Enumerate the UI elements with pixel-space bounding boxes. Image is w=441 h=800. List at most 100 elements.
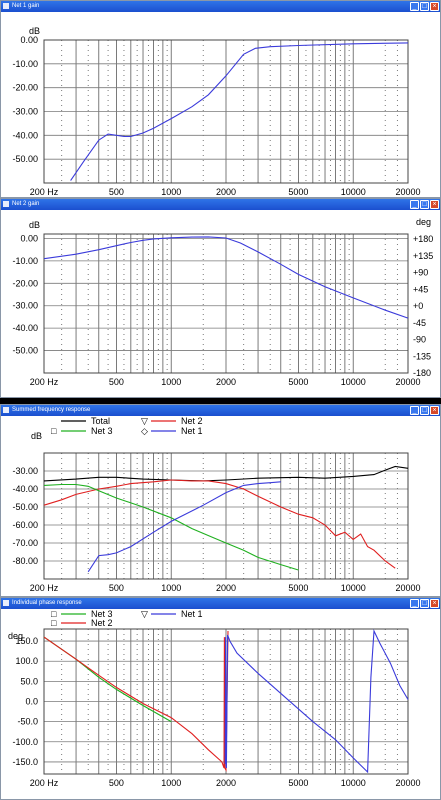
close-button[interactable]: × xyxy=(430,599,439,608)
summed-response-titlebar[interactable]: Summed frequency response _ □ × xyxy=(1,405,440,416)
y2-tick-label: -45 xyxy=(413,318,426,328)
window-title: Net 2 gain xyxy=(12,201,40,207)
y-tick-label: 50.0 xyxy=(20,676,38,686)
y-tick-label: 100.0 xyxy=(15,656,38,666)
y-tick-label: -30.00 xyxy=(12,107,38,117)
x-tick-label: 200 Hz xyxy=(30,583,59,593)
y-tick-label: -40.00 xyxy=(12,323,38,333)
net2-gain-window: Net 2 gain _ □ × dB deg 0.00 -10.00 -20.00 -3… xyxy=(0,198,441,398)
x-tick-label: 5000 xyxy=(288,187,308,197)
legend-label: Net 1 xyxy=(181,609,203,619)
maximize-button[interactable]: □ xyxy=(420,200,429,209)
window-icon xyxy=(3,407,9,413)
y2-tick-label: +180 xyxy=(413,234,433,244)
y-axis-unit-label: dB xyxy=(29,220,40,230)
phase-response-titlebar[interactable]: Individual phase response _ □ × xyxy=(1,598,440,609)
x-tick-label: 2000 xyxy=(216,583,236,593)
x-tick-label: 20000 xyxy=(395,377,420,387)
x-tick-label: 500 xyxy=(109,187,124,197)
y2-tick-label: -180 xyxy=(413,368,431,378)
x-tick-label: 10000 xyxy=(341,778,366,788)
net1-gain-window: Net 1 gain _ □ × dB 0.00 -10.00 -20.00 -30.0… xyxy=(0,0,441,198)
x-tick-label: 200 Hz xyxy=(30,377,59,387)
x-tick-label: 10000 xyxy=(341,583,366,593)
series-line xyxy=(87,481,281,573)
y-tick-label: 0.0 xyxy=(25,697,38,707)
y-tick-label: -50.00 xyxy=(12,346,38,356)
maximize-button[interactable]: □ xyxy=(420,406,429,415)
y-tick-label: -30.00 xyxy=(12,301,38,311)
y-axis-unit-label: deg xyxy=(8,631,23,641)
y-tick-label: -30.00 xyxy=(12,466,38,476)
y-tick-label: -20.00 xyxy=(12,278,38,288)
y-tick-label: -40.00 xyxy=(12,130,38,140)
window-title: Summed frequency response xyxy=(12,407,91,413)
x-tick-label: 1000 xyxy=(161,187,181,197)
window-icon xyxy=(3,201,9,207)
close-button[interactable]: × xyxy=(430,200,439,209)
net2-gain-chart: dB deg 0.00 -10.00 -20.00 -30.00 -40.00 -50.00 2… xyxy=(12,217,433,387)
legend-marker: □ xyxy=(51,609,57,619)
window-title: Individual phase response xyxy=(12,600,82,606)
legend-marker: ▽ xyxy=(141,416,148,426)
y-tick-label: 0.00 xyxy=(20,233,38,243)
x-tick-label: 20000 xyxy=(395,583,420,593)
y-tick-label: 0.00 xyxy=(20,35,38,45)
x-tick-label: 10000 xyxy=(341,377,366,387)
minimize-button[interactable]: _ xyxy=(410,406,419,415)
series-line xyxy=(224,628,409,774)
plot-frame xyxy=(43,628,409,775)
x-tick-label: 2000 xyxy=(216,187,236,197)
legend-label: Net 1 xyxy=(181,426,203,436)
plot-frame xyxy=(43,39,409,184)
window-title: Net 1 gain xyxy=(12,3,40,9)
minimize-button[interactable]: _ xyxy=(410,2,419,11)
minimize-button[interactable]: _ xyxy=(410,599,419,608)
close-button[interactable]: × xyxy=(430,406,439,415)
y2-axis-unit-label: deg xyxy=(416,217,431,227)
y-tick-label: -20.00 xyxy=(12,83,38,93)
x-tick-label: 500 xyxy=(109,583,124,593)
series-line xyxy=(43,479,396,569)
series-line xyxy=(43,465,409,482)
x-tick-label: 500 xyxy=(109,778,124,788)
y-tick-label: -50.00 xyxy=(12,502,38,512)
maximize-button[interactable]: □ xyxy=(420,599,429,608)
y2-tick-label: +90 xyxy=(413,268,428,278)
y-tick-label: -100.0 xyxy=(12,737,38,747)
summed-response-window: Summed frequency response _ □ × dB -30.00… xyxy=(0,404,441,597)
y-tick-label: -70.00 xyxy=(12,538,38,548)
y-axis-unit-label: dB xyxy=(31,431,42,441)
x-tick-label: 5000 xyxy=(288,377,308,387)
x-tick-label: 200 Hz xyxy=(30,778,59,788)
minimize-button[interactable]: _ xyxy=(410,200,419,209)
legend-label: Net 2 xyxy=(181,416,203,426)
y-axis-unit-label: dB xyxy=(29,26,40,36)
series-line xyxy=(43,630,229,772)
net1-gain-titlebar[interactable]: Net 1 gain _ □ × xyxy=(1,1,440,12)
x-tick-label: 500 xyxy=(109,377,124,387)
y-tick-label: -80.00 xyxy=(12,556,38,566)
series-line xyxy=(70,42,409,181)
x-tick-label: 20000 xyxy=(395,187,420,197)
y-tick-label: -50.00 xyxy=(12,154,38,164)
x-tick-label: 200 Hz xyxy=(30,187,59,197)
y-tick-label: -10.00 xyxy=(12,256,38,266)
y2-tick-label: +135 xyxy=(413,251,433,261)
y2-tick-label: -135 xyxy=(413,351,431,361)
x-tick-label: 1000 xyxy=(161,778,181,788)
series-line xyxy=(43,236,409,319)
legend-label: Total xyxy=(91,416,110,426)
legend-marker: □ xyxy=(51,618,57,628)
net2-gain-titlebar[interactable]: Net 2 gain _ □ × xyxy=(1,199,440,210)
y2-tick-label: +45 xyxy=(413,284,428,294)
x-tick-label: 1000 xyxy=(161,377,181,387)
close-button[interactable]: × xyxy=(430,2,439,11)
legend-marker: ◇ xyxy=(141,426,148,436)
maximize-button[interactable]: □ xyxy=(420,2,429,11)
legend-marker: □ xyxy=(51,426,57,436)
y-tick-label: -50.0 xyxy=(17,717,38,727)
summed-response-chart: dB -30.00 -40.00 -50.00 -60.00 -70.00 -80.00 20… xyxy=(12,416,420,593)
x-tick-label: 5000 xyxy=(288,778,308,788)
